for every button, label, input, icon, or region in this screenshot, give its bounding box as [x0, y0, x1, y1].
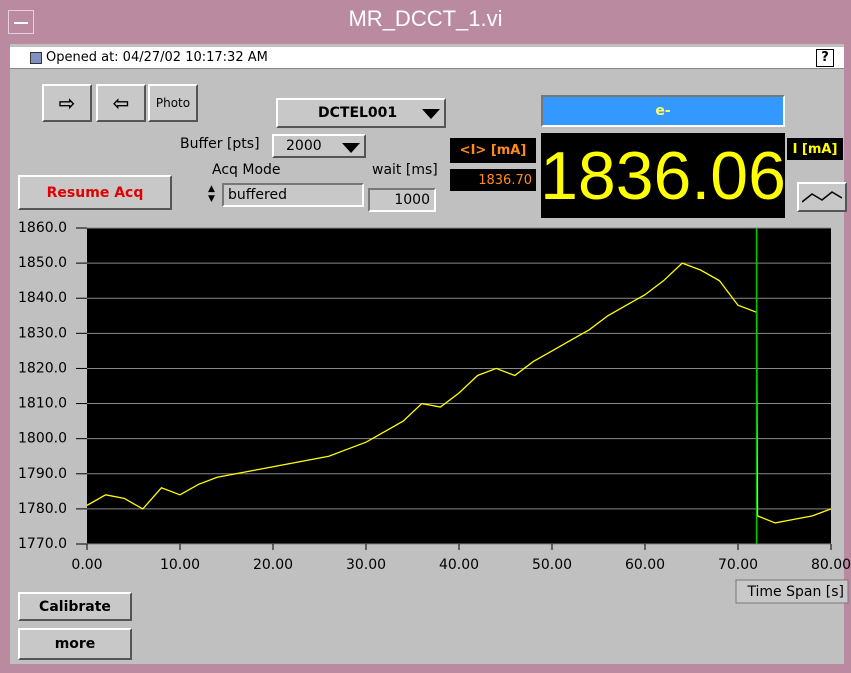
y-tick-label: 1820.0 [18, 360, 67, 376]
x-tick-label: 10.00 [160, 557, 200, 573]
acq-mode-label: Acq Mode [212, 162, 281, 178]
x-tick-label: 20.00 [253, 557, 293, 573]
opened-time: Opened at: 04/27/02 10:17:32 AM [46, 50, 268, 65]
status-icon [30, 52, 42, 64]
avg-label: <I> [mA] [450, 138, 536, 163]
buffer-select[interactable]: 2000 [272, 134, 366, 158]
data-line [86, 262, 832, 524]
x-tick-label: 0.00 [71, 557, 102, 573]
y-tick-label: 1790.0 [18, 466, 67, 482]
buffer-label: Buffer [pts] [180, 136, 260, 152]
calibrate-button[interactable]: Calibrate [18, 592, 132, 621]
y-tick-label: 1810.0 [18, 396, 67, 412]
back-button[interactable]: ⇦ [96, 84, 146, 122]
x-tick-label: 80.00 [811, 557, 851, 573]
plot-area [87, 228, 831, 544]
dropdown-arrow [342, 143, 360, 153]
window-title: MR_DCCT_1.vi [348, 6, 503, 31]
trend-icon [802, 191, 842, 203]
y-tick-label: 1850.0 [18, 255, 67, 271]
title-bar: MR_DCCT_1.vi [0, 0, 851, 44]
y-tick-label: 1830.0 [18, 325, 67, 341]
channel-select[interactable]: DCTEL001 [276, 98, 446, 128]
trend-button[interactable] [797, 182, 847, 212]
forward-button[interactable]: ⇨ [42, 84, 92, 122]
x-axis-label: Time Span [s] [746, 584, 844, 600]
current-label: I [mA] [787, 138, 843, 160]
x-axis-label-box [735, 579, 849, 604]
acq-mode-stepper[interactable]: ▲ ▼ [208, 184, 215, 204]
dropdown-arrow [422, 109, 440, 119]
help-button[interactable]: ? [816, 49, 834, 67]
beam-indicator: e- [541, 95, 785, 127]
x-tick-label: 70.00 [718, 557, 758, 573]
x-tick-label: 50.00 [532, 557, 572, 573]
window-menu[interactable] [8, 10, 34, 34]
chart: 1770.0 1780.0 1790.0 1800.0 1810.0 1820.0 1830… [18, 220, 851, 604]
y-tick-label: 1770.0 [18, 536, 67, 552]
x-tick-label: 40.00 [439, 557, 479, 573]
y-tick-label: 1780.0 [18, 501, 67, 517]
resume-button[interactable]: Resume Acq [18, 175, 172, 210]
photo-button[interactable]: Photo [148, 84, 198, 122]
status-bar: Opened at: 04/27/02 10:17:32 AM ? [10, 47, 844, 69]
wait-field[interactable]: 1000 [368, 188, 436, 212]
x-tick-label: 30.00 [346, 557, 386, 573]
channel-value: DCTEL001 [318, 105, 398, 121]
y-tick-label: 1800.0 [18, 431, 67, 447]
more-button[interactable]: more [18, 628, 132, 660]
wait-label: wait [ms] [372, 162, 438, 178]
acq-mode-field[interactable]: buffered [222, 183, 364, 207]
y-tick-label: 1840.0 [18, 290, 67, 306]
menu-icon [14, 22, 28, 24]
avg-value: 1836.70 [450, 169, 536, 191]
current-value: 1836.06 [540, 133, 786, 218]
x-tick-label: 60.00 [625, 557, 665, 573]
y-tick-label: 1860.0 [18, 220, 67, 236]
buffer-value: 2000 [286, 138, 322, 154]
